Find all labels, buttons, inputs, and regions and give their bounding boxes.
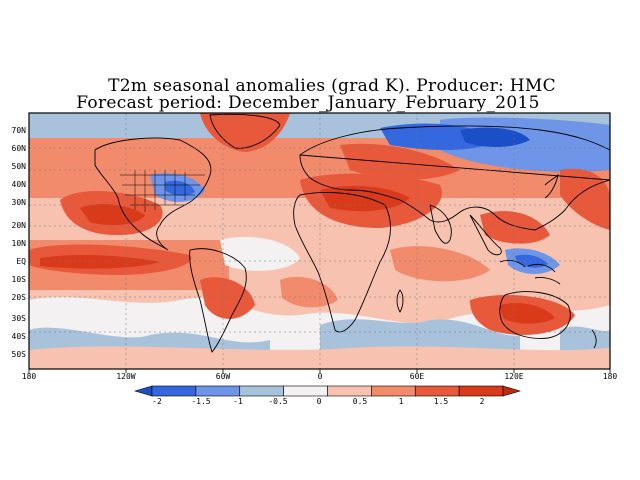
southern-ocean bbox=[29, 346, 610, 369]
colorbar-segment bbox=[151, 385, 197, 397]
lon-label: 60E bbox=[409, 372, 425, 381]
siberia-cold-core bbox=[460, 127, 530, 147]
lat-label: 40S bbox=[11, 332, 26, 341]
colorbar-label: 1.5 bbox=[433, 397, 449, 406]
colorbar-segment bbox=[414, 385, 460, 397]
forecast-period-title: Forecast period: December_January_Februa… bbox=[76, 93, 540, 113]
colorbar bbox=[133, 385, 522, 397]
colorbar-label: -0.5 bbox=[268, 397, 288, 406]
colorbar-segment bbox=[195, 385, 241, 397]
west-pacific-warm bbox=[480, 211, 550, 244]
anomaly-field bbox=[29, 113, 610, 369]
axis-ticks bbox=[28, 369, 611, 373]
colorbar-label: 0 bbox=[316, 397, 322, 406]
south-asia-outline bbox=[429, 204, 502, 256]
colorbar-segment bbox=[371, 385, 416, 397]
map-title: T2m seasonal anomalies (grad K). Produce… bbox=[108, 76, 556, 96]
greenland-warm bbox=[200, 113, 290, 152]
south-america-outline bbox=[189, 248, 247, 353]
lat-label: 60N bbox=[11, 144, 26, 153]
colorbar-label: 0.5 bbox=[352, 397, 368, 406]
colorbar-min-arrow bbox=[133, 385, 153, 397]
new-zealand-outline bbox=[591, 329, 597, 349]
map-frame bbox=[28, 112, 611, 370]
south-atlantic-warm bbox=[280, 276, 338, 308]
lat-label: 20N bbox=[11, 221, 26, 230]
east-north-america-cool-core bbox=[165, 180, 195, 196]
lat-label: 30S bbox=[11, 314, 26, 323]
us-state-lines bbox=[120, 170, 205, 212]
indian-ocean-warm bbox=[390, 246, 490, 282]
lon-label: 180 bbox=[602, 372, 618, 381]
colorbar-segment bbox=[458, 385, 504, 397]
japan-outline bbox=[544, 173, 559, 199]
colorbar-label: 1 bbox=[398, 397, 404, 406]
madagascar-outline bbox=[396, 289, 404, 313]
lat-label: 10N bbox=[11, 239, 26, 248]
colorbar-segment bbox=[239, 385, 284, 397]
tropical-pacific-core bbox=[40, 255, 160, 269]
colorbar-label: 2 bbox=[479, 397, 485, 406]
lon-label: 120E bbox=[504, 372, 524, 381]
colorbar-segment bbox=[327, 385, 372, 397]
lat-label: 50N bbox=[11, 162, 26, 171]
lon-label: 180 bbox=[21, 372, 37, 381]
lon-label: 0 bbox=[317, 372, 323, 381]
lon-label: 120W bbox=[116, 372, 136, 381]
lat-label: EQ bbox=[16, 257, 26, 266]
colorbar-label: -2 bbox=[152, 397, 162, 406]
australia-outline bbox=[499, 291, 571, 339]
north-america-outline bbox=[94, 137, 212, 251]
colorbar-max-arrow bbox=[502, 385, 522, 397]
greenland-outline bbox=[209, 113, 281, 149]
lat-label: 40N bbox=[11, 180, 26, 189]
south-america-warm bbox=[200, 277, 255, 319]
lat-label: 50S bbox=[11, 350, 26, 359]
lat-label: 70N bbox=[11, 126, 26, 135]
colorbar-segment bbox=[283, 385, 328, 397]
middle-east-core bbox=[320, 185, 410, 212]
lat-label: 20S bbox=[11, 293, 26, 302]
colorbar-label: -1 bbox=[233, 397, 243, 406]
eurasia-warm bbox=[340, 143, 460, 180]
lat-label: 10S bbox=[11, 275, 26, 284]
eurasia-outline bbox=[299, 125, 610, 231]
colorbar-label: -1.5 bbox=[191, 397, 211, 406]
graticule bbox=[29, 113, 610, 369]
lon-label: 60W bbox=[215, 372, 231, 381]
lat-label: 30N bbox=[11, 198, 26, 207]
northeast-pacific-core bbox=[80, 204, 145, 226]
